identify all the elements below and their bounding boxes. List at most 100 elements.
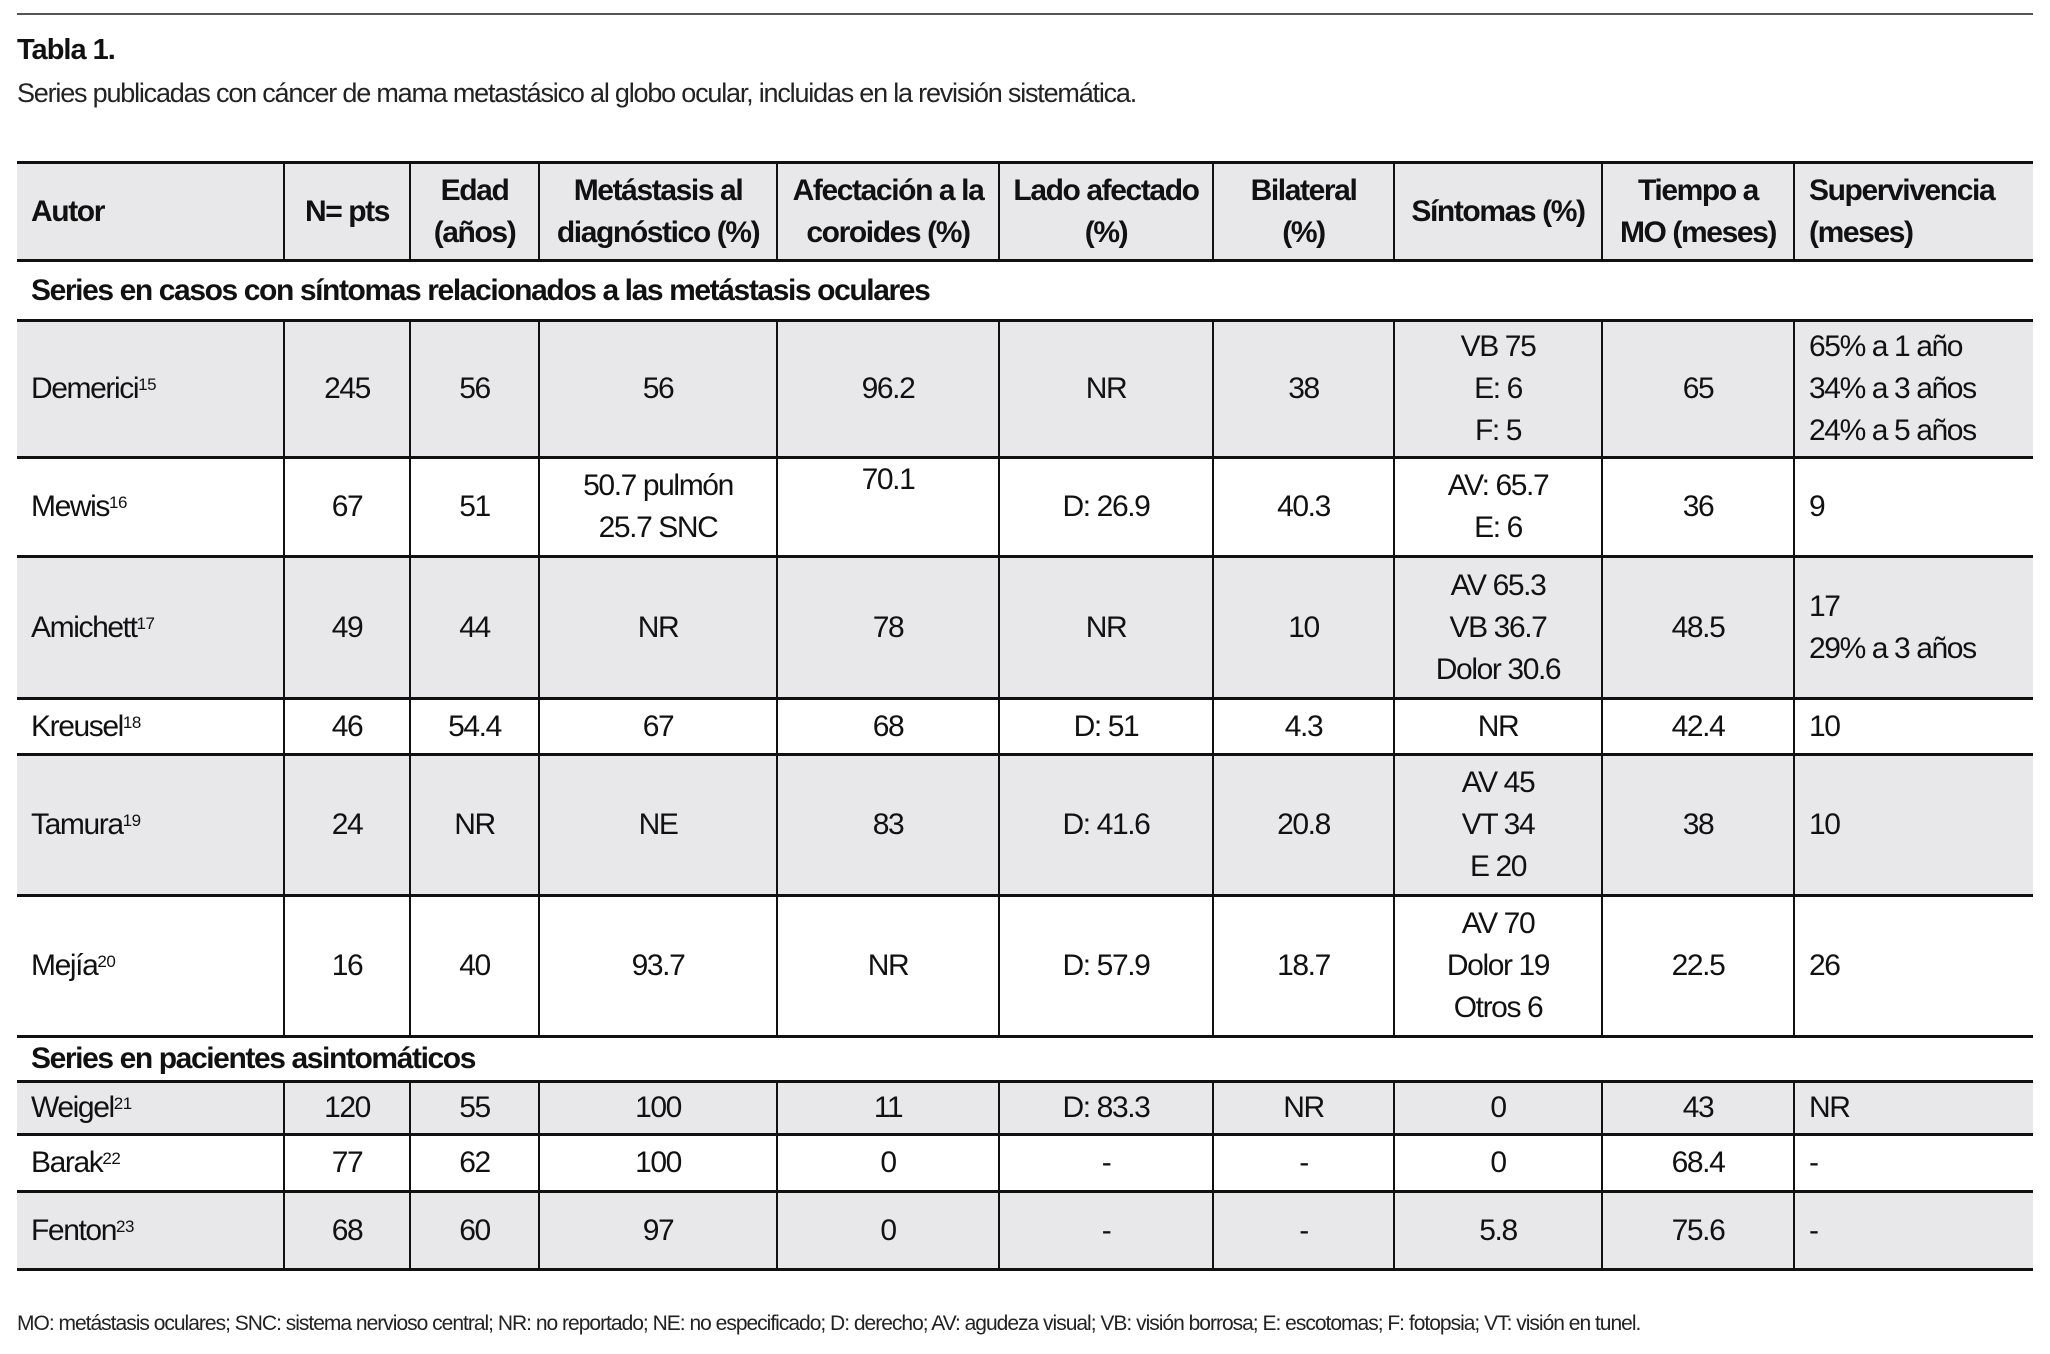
cell-bilateral: 18.7 — [1212, 895, 1395, 1037]
cell-bilateral: 40.3 — [1212, 457, 1395, 557]
cell-afectacion-coroides: 70.1 — [776, 457, 1000, 557]
table-row: Fenton23 68 60 97 0 - - 5.8 75.6 - — [17, 1191, 2033, 1270]
cell-text: 25.7 SNC — [598, 511, 719, 544]
cell-supervivencia: - — [1793, 1134, 2033, 1192]
cell-metastasis-diagnostico: 100 — [538, 1134, 778, 1192]
cell-afectacion-coroides: 0 — [776, 1191, 1000, 1270]
author-name: Tamura — [31, 808, 124, 841]
cell-text: 0 — [1490, 1091, 1507, 1124]
table-row: Demerici15 245 56 56 96.2 NR 38 VB 75 E: 6 F: 5 65… — [17, 320, 2033, 458]
cell-afectacion-coroides: 0 — [776, 1134, 1000, 1192]
cell-edad: 44 — [409, 556, 540, 699]
cell-supervivencia: 9 — [1793, 457, 2033, 557]
header-afectacion-coroides: Afectación a la coroides (%) — [776, 162, 1000, 261]
cell-text: 75.6 — [1671, 1213, 1726, 1247]
cell-text: 24% a 5 años — [1809, 414, 1977, 447]
cell-n-pts: 49 — [283, 556, 411, 699]
header-text: Tiempo a — [1638, 173, 1759, 207]
cell-edad: 55 — [409, 1081, 540, 1135]
cell-text: 97 — [642, 1213, 675, 1247]
cell-text: - — [1299, 1146, 1309, 1179]
cell-text: 51 — [459, 490, 491, 523]
cell-text: 38 — [1288, 372, 1320, 405]
cell-edad: NR — [409, 754, 540, 896]
cell-text: 50.7 pulmón — [583, 469, 734, 502]
cell-metastasis-diagnostico: 100 — [538, 1081, 778, 1135]
cell-text: Otros 6 — [1453, 991, 1544, 1024]
cell-text: NR — [637, 610, 680, 644]
cell-edad: 56 — [409, 320, 540, 458]
cell-lado-afectado: D: 51 — [998, 698, 1214, 755]
cell-supervivencia: - — [1793, 1191, 2033, 1270]
header-lado-afectado: Lado afectado (%) — [998, 162, 1214, 261]
header-text: Supervivencia — [1809, 173, 1996, 207]
cell-text: AV: 65.7 — [1447, 469, 1550, 502]
author-name: Barak — [31, 1146, 104, 1179]
cell-text: 78 — [872, 610, 905, 644]
cell-sintomas: VB 75 E: 6 F: 5 — [1393, 320, 1603, 458]
footnote: MO: metástasis oculares; SNC: sistema ne… — [17, 1312, 1641, 1335]
cell-edad: 54.4 — [409, 698, 540, 755]
cell-metastasis-diagnostico: 97 — [538, 1191, 778, 1270]
cell-n-pts: 68 — [283, 1191, 411, 1270]
header-text: Bilateral — [1250, 173, 1358, 207]
cell-tiempo-mo: 65 — [1601, 320, 1795, 458]
table-title: Tabla 1. — [17, 34, 116, 66]
reference-number: 21 — [113, 1094, 132, 1113]
cell-text: VB 36.7 — [1449, 610, 1548, 644]
cell-metastasis-diagnostico: NE — [538, 754, 778, 896]
cell-text: D: 51 — [1073, 709, 1140, 743]
cell-text: NE — [638, 808, 679, 841]
cell-text: 60 — [459, 1213, 491, 1247]
header-text: diagnóstico (%) — [556, 215, 761, 249]
cell-lado-afectado: - — [998, 1191, 1214, 1270]
header-text: Metástasis al — [573, 173, 744, 207]
header-sintomas: Síntomas (%) — [1393, 162, 1603, 261]
cell-text: 65 — [1682, 372, 1715, 405]
cell-text: 56 — [642, 372, 675, 405]
cell-lado-afectado: NR — [998, 320, 1214, 458]
cell-lado-afectado: D: 57.9 — [998, 895, 1214, 1037]
cell-text: 100 — [635, 1091, 682, 1124]
header-text: (meses) — [1809, 215, 1914, 249]
reference-number: 23 — [116, 1216, 134, 1236]
author-name: Fenton — [31, 1213, 117, 1247]
cell-autor: Demerici15 — [17, 320, 285, 458]
cell-autor: Tamura19 — [17, 754, 285, 896]
header-autor: Autor — [17, 162, 285, 261]
header-metastasis-diagnostico: Metástasis al diagnóstico (%) — [538, 162, 778, 261]
cell-text: 44 — [459, 610, 491, 644]
cell-edad: 60 — [409, 1191, 540, 1270]
header-tiempo-mo: Tiempo a MO (meses) — [1601, 162, 1795, 261]
cell-lado-afectado: D: 83.3 — [998, 1081, 1214, 1135]
cell-metastasis-diagnostico: 50.7 pulmón 25.7 SNC — [538, 457, 778, 557]
cell-text: 83 — [872, 808, 905, 841]
cell-text: NR — [1477, 709, 1520, 743]
header-text: MO (meses) — [1619, 215, 1777, 249]
cell-text: 96.2 — [861, 372, 916, 405]
cell-metastasis-diagnostico: 67 — [538, 698, 778, 755]
header-supervivencia: Supervivencia (meses) — [1793, 162, 2033, 261]
cell-bilateral: 10 — [1212, 556, 1395, 699]
data-table: Autor N= pts Edad (años) Metástasis al diagnó… — [17, 161, 2033, 1271]
cell-text: 34% a 3 años — [1809, 372, 1977, 405]
cell-text: E: 6 — [1474, 511, 1523, 544]
cell-autor: Barak22 — [17, 1134, 285, 1192]
cell-text: - — [1809, 1146, 1819, 1179]
header-text: N= pts — [304, 194, 391, 228]
cell-text: 55 — [459, 1091, 491, 1124]
cell-autor: Fenton23 — [17, 1191, 285, 1270]
cell-text: 120 — [324, 1091, 371, 1124]
cell-text: 5.8 — [1479, 1213, 1518, 1247]
cell-bilateral: NR — [1212, 1081, 1395, 1135]
cell-text: E 20 — [1469, 850, 1528, 883]
cell-n-pts: 46 — [283, 698, 411, 755]
cell-text: 29% a 3 años — [1809, 631, 1977, 665]
cell-sintomas: 5.8 — [1393, 1191, 1603, 1270]
cell-text: AV 65.3 — [1450, 568, 1547, 602]
cell-afectacion-coroides: 78 — [776, 556, 1000, 699]
cell-sintomas: AV: 65.7 E: 6 — [1393, 457, 1603, 557]
author-name: Mewis — [31, 490, 110, 523]
section-label: Series en pacientes asintomáticos — [31, 1042, 476, 1075]
header-text: coroides (%) — [806, 215, 971, 249]
